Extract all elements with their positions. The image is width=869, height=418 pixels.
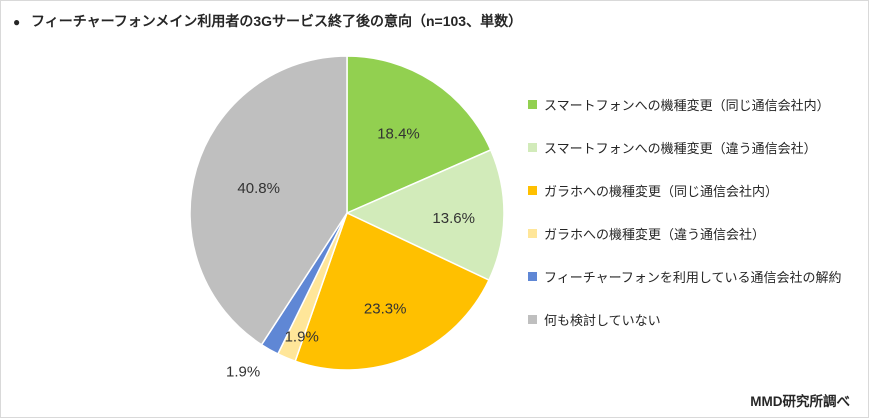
legend-item-1: スマートフォンへの機種変更（同じ通信会社内） bbox=[528, 83, 863, 126]
legend-item-6: 何も検討していない bbox=[528, 298, 863, 341]
legend-label-4: ガラホへの機種変更（違う通信会社） bbox=[544, 227, 766, 242]
legend-swatch-3 bbox=[528, 186, 537, 195]
legend-label-3: ガラホへの機種変更（同じ通信会社内） bbox=[544, 184, 779, 199]
pie-slice-3 bbox=[294, 211, 490, 371]
legend-label-6: 何も検討していない bbox=[544, 313, 661, 328]
data-label-3: 23.3% bbox=[364, 301, 407, 318]
data-label-5: 1.9% bbox=[226, 363, 260, 380]
pie-slice-2 bbox=[345, 148, 505, 282]
chart-title-text: フィーチャーフォンメイン利用者の3Gサービス終了後の意向（n=103、単数） bbox=[31, 13, 523, 29]
data-label-2: 13.6% bbox=[432, 210, 475, 227]
legend-label-1: スマートフォンへの機種変更（同じ通信会社内） bbox=[544, 98, 830, 113]
pie-slice-1 bbox=[346, 55, 492, 215]
legend-swatch-4 bbox=[528, 229, 537, 238]
legend-swatch-2 bbox=[528, 143, 537, 152]
legend-item-3: ガラホへの機種変更（同じ通信会社内） bbox=[528, 169, 863, 212]
legend-swatch-1 bbox=[528, 100, 537, 109]
data-label-6: 40.8% bbox=[237, 180, 280, 197]
legend-label-2: スマートフォンへの機種変更（違う通信会社） bbox=[544, 141, 817, 156]
legend-swatch-5 bbox=[528, 272, 537, 281]
source-note: MMD研究所調べ bbox=[750, 394, 850, 409]
data-label-4: 1.9% bbox=[285, 329, 319, 346]
chart-title: ● フィーチャーフォンメイン利用者の3Gサービス終了後の意向（n=103、単数） bbox=[13, 11, 522, 32]
legend-item-2: スマートフォンへの機種変更（違う通信会社） bbox=[528, 126, 863, 169]
data-label-1: 18.4% bbox=[377, 126, 420, 143]
legend-label-5: フィーチャーフォンを利用している通信会社の解約 bbox=[544, 270, 842, 285]
pie-slice-6 bbox=[189, 55, 348, 346]
title-bullet: ● bbox=[13, 15, 21, 29]
legend: スマートフォンへの機種変更（同じ通信会社内） スマートフォンへの機種変更（違う通… bbox=[528, 83, 863, 341]
legend-swatch-6 bbox=[528, 315, 537, 324]
legend-item-4: ガラホへの機種変更（違う通信会社） bbox=[528, 212, 863, 255]
legend-item-5: フィーチャーフォンを利用している通信会社の解約 bbox=[528, 255, 863, 298]
